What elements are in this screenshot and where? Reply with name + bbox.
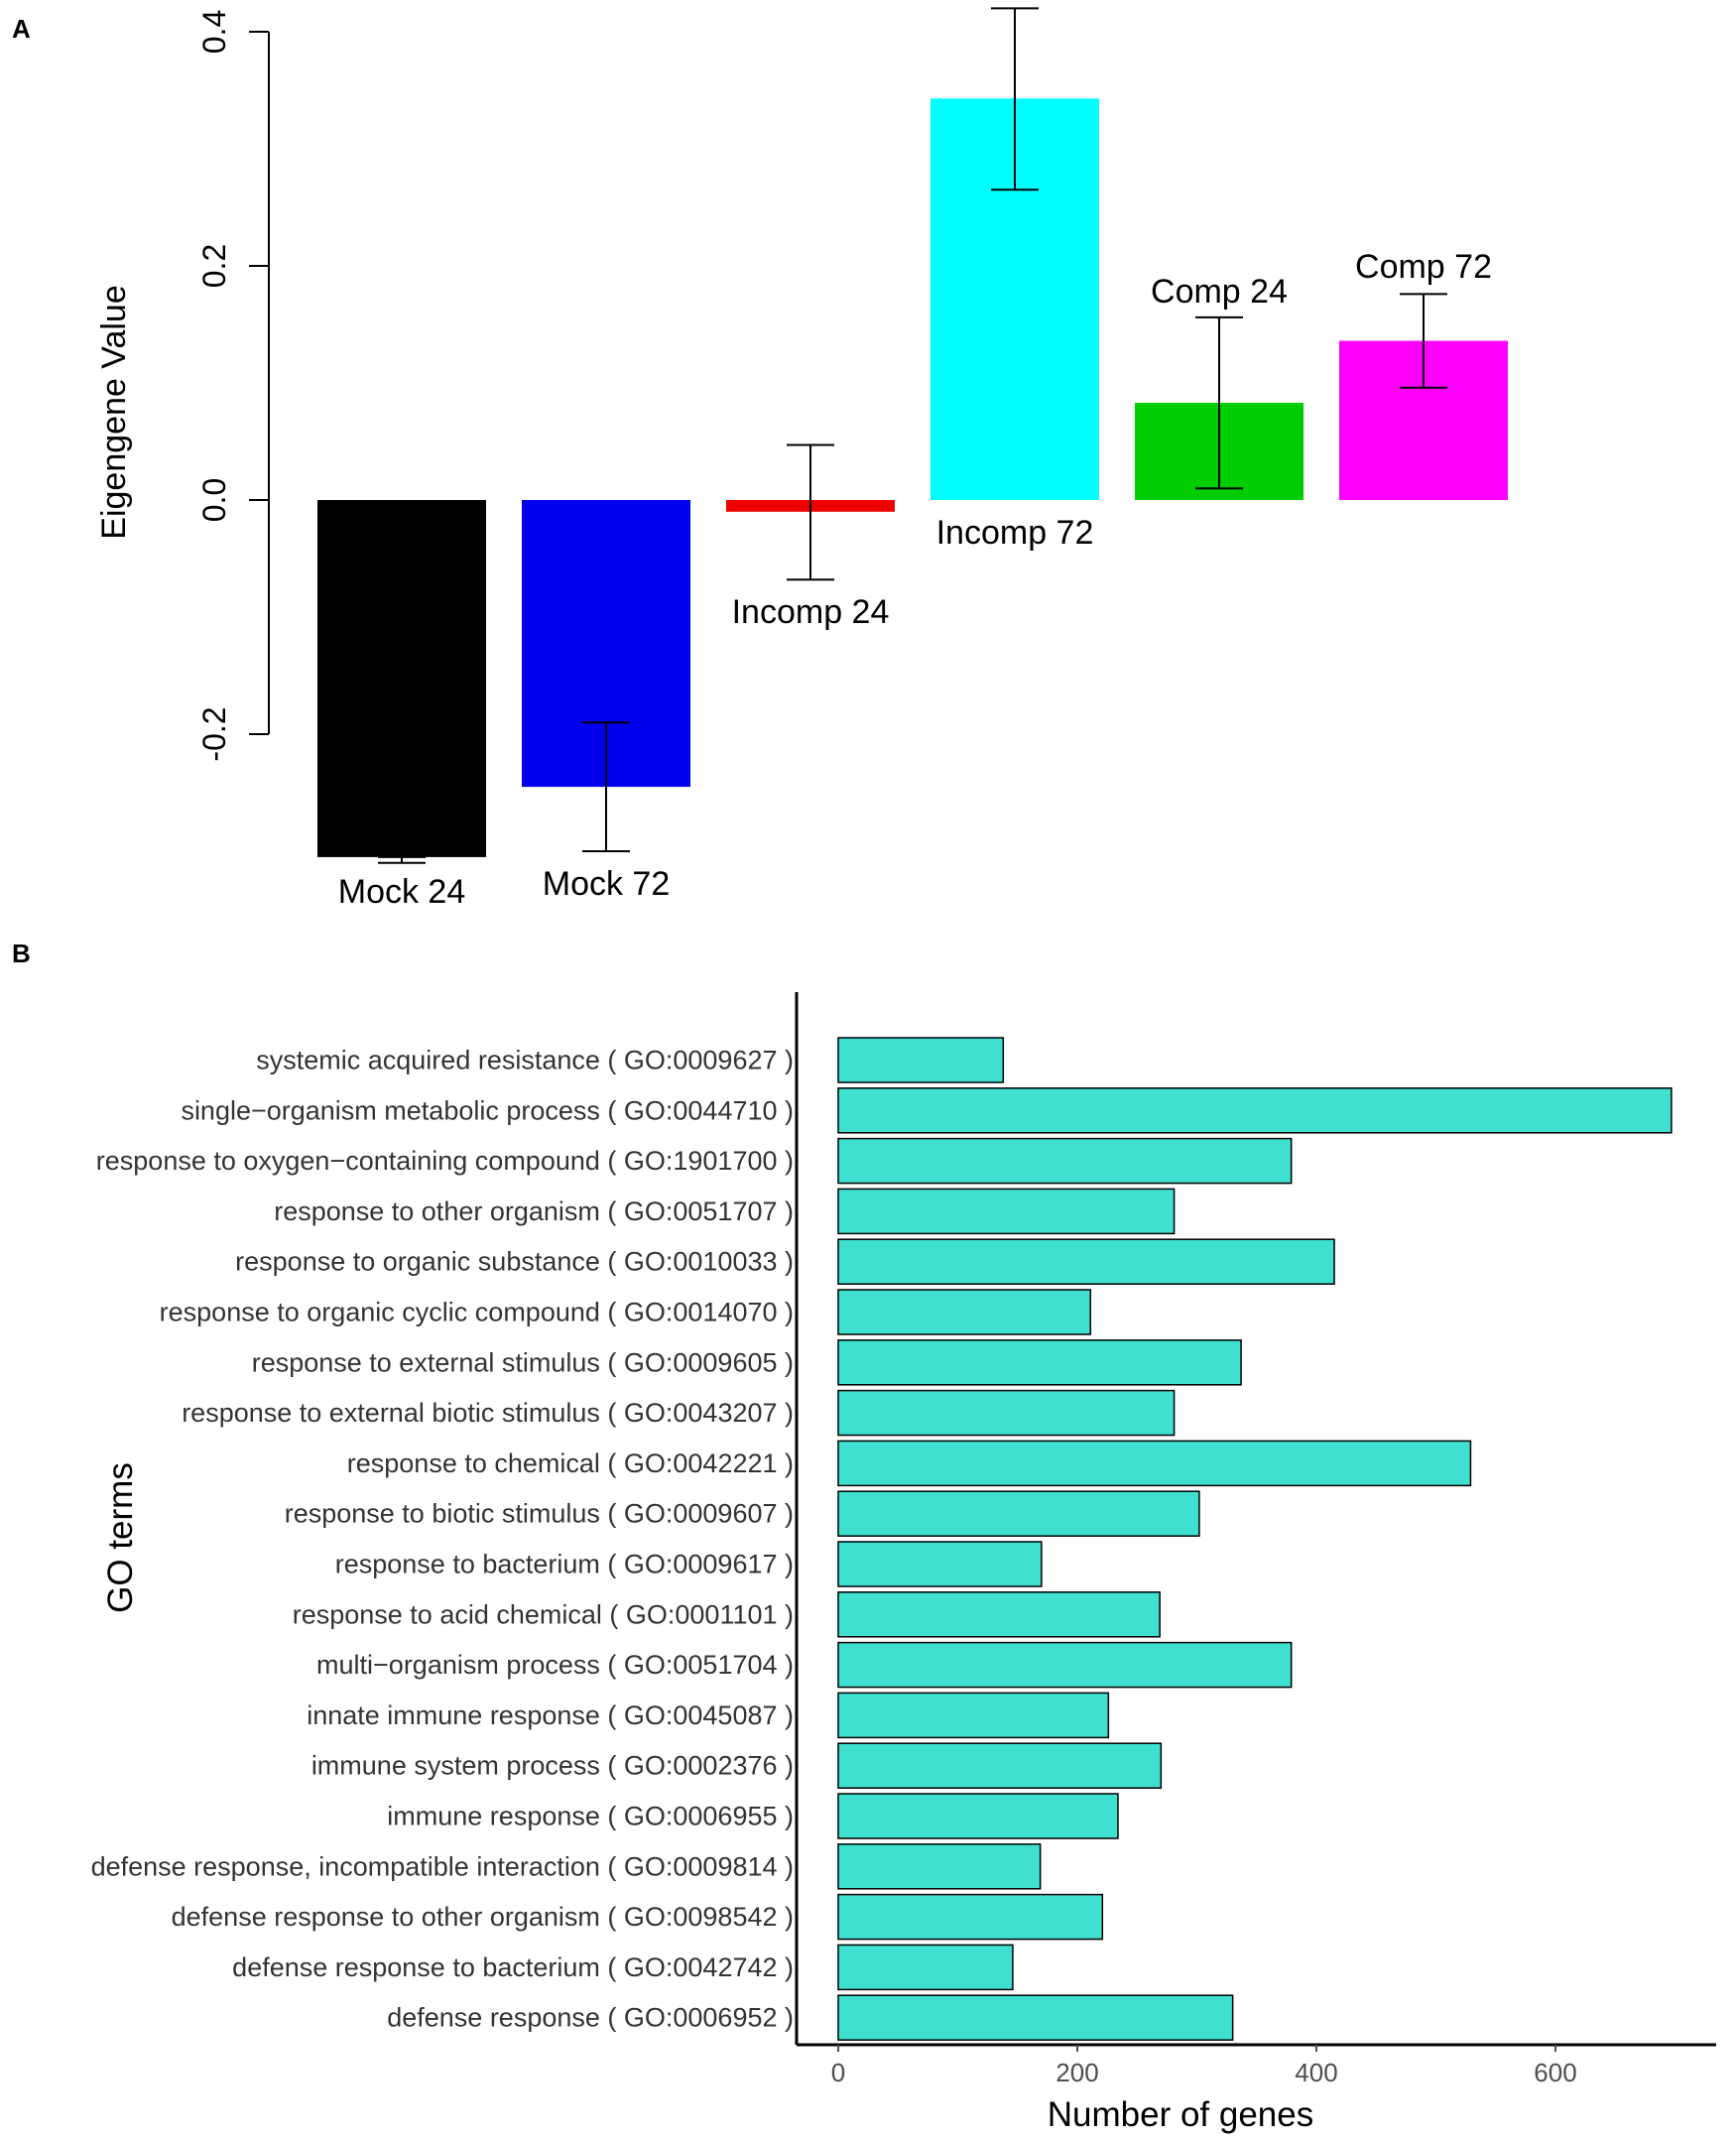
a-y-tick-label: 0.4 bbox=[196, 10, 232, 54]
a-error-bars bbox=[378, 7, 1447, 864]
b-category-label: response to acid chemical ( GO:0001101 ) bbox=[293, 1599, 794, 1629]
a-y-tick-label: -0.2 bbox=[196, 706, 232, 761]
a-bar-label: Comp 24 bbox=[1151, 273, 1288, 311]
b-category-label: single−organism metabolic process ( GO:0… bbox=[181, 1095, 794, 1125]
b-x-axis-title: Number of genes bbox=[1048, 2095, 1313, 2134]
b-bar bbox=[837, 1994, 1234, 2041]
b-x-tick-label: 400 bbox=[1295, 2058, 1337, 2087]
b-category-label: response to organic cyclic compound ( GO… bbox=[160, 1298, 794, 1327]
b-category-labels: systemic acquired resistance ( GO:000962… bbox=[91, 1046, 794, 2033]
b-bar bbox=[837, 1289, 1092, 1335]
b-x-tick-label: 600 bbox=[1534, 2058, 1576, 2087]
b-bars bbox=[837, 1037, 1673, 2041]
b-x-tick-label: 0 bbox=[831, 2058, 845, 2087]
b-category-label: defense response ( GO:0006952 ) bbox=[387, 2003, 794, 2033]
b-category-label: defense response to other organism ( GO:… bbox=[172, 1902, 794, 1932]
b-category-label: immune system process ( GO:0002376 ) bbox=[311, 1751, 794, 1781]
a-bar-label: Mock 24 bbox=[338, 873, 466, 911]
a-y-ticks: -0.2 0.0 0.2 0.4 bbox=[196, 10, 269, 762]
b-category-label: immune response ( GO:0006955 ) bbox=[387, 1802, 794, 1831]
b-bar bbox=[837, 1037, 1005, 1083]
b-bar bbox=[837, 1944, 1014, 1991]
a-bar-label: Comp 72 bbox=[1355, 248, 1492, 286]
b-bar bbox=[837, 1742, 1163, 1789]
b-category-label: response to external biotic stimulus ( G… bbox=[182, 1398, 794, 1428]
a-y-tick-label: 0.2 bbox=[196, 244, 232, 288]
b-category-label: systemic acquired resistance ( GO:000962… bbox=[256, 1046, 794, 1075]
b-y-axis-title: GO terms bbox=[101, 1462, 140, 1613]
b-bar bbox=[837, 1188, 1176, 1235]
b-bar bbox=[837, 1490, 1200, 1537]
a-bar-label: Incomp 24 bbox=[732, 593, 890, 631]
go-terms-bar-chart: systemic acquired resistance ( GO:000962… bbox=[91, 992, 1716, 2134]
b-bar bbox=[837, 1591, 1161, 1638]
b-bar bbox=[837, 1087, 1673, 1134]
panel-b-label: B bbox=[12, 939, 31, 968]
eigengene-bar-chart: -0.20.00.20.4 Eigengene Value Mock 24 Moc… bbox=[95, 7, 1508, 911]
b-category-label: response to organic substance ( GO:00100… bbox=[235, 1247, 794, 1277]
b-bar bbox=[837, 1843, 1042, 1890]
b-bar bbox=[837, 1692, 1110, 1739]
b-category-label: multi−organism process ( GO:0051704 ) bbox=[316, 1650, 794, 1680]
b-category-label: innate immune response ( GO:0045087 ) bbox=[307, 1700, 794, 1730]
a-y-axis-title: Eigengene Value bbox=[95, 285, 133, 539]
a-bar bbox=[317, 500, 486, 857]
b-bar bbox=[837, 1339, 1242, 1386]
b-bar bbox=[837, 1793, 1119, 1839]
b-category-label: defense response, incompatible interacti… bbox=[91, 1851, 794, 1881]
b-x-ticks: 0 200 400 600 bbox=[831, 2045, 1577, 2087]
b-bar bbox=[837, 1440, 1472, 1487]
b-bar bbox=[837, 1541, 1043, 1587]
b-x-tick-label: 200 bbox=[1055, 2058, 1098, 2087]
b-category-label: defense response to bacterium ( GO:00427… bbox=[232, 1952, 794, 1982]
a-y-tick-label: 0.0 bbox=[196, 478, 232, 522]
b-bar bbox=[837, 1641, 1293, 1689]
b-category-label: response to bacterium ( GO:0009617 ) bbox=[335, 1550, 794, 1579]
b-category-label: response to biotic stimulus ( GO:0009607… bbox=[285, 1499, 794, 1529]
b-category-label: response to external stimulus ( GO:00096… bbox=[252, 1347, 794, 1377]
b-bar bbox=[837, 1389, 1176, 1437]
a-bar-label: Mock 72 bbox=[543, 865, 671, 903]
b-category-label: response to other organism ( GO:0051707 … bbox=[274, 1196, 794, 1226]
a-bar-label: Incomp 72 bbox=[936, 514, 1094, 552]
b-bar bbox=[837, 1238, 1335, 1285]
b-category-label: response to oxygen−containing compound (… bbox=[96, 1146, 794, 1176]
a-bars bbox=[317, 98, 1508, 857]
panel-a-label: A bbox=[12, 14, 31, 44]
b-category-label: response to chemical ( GO:0042221 ) bbox=[347, 1448, 794, 1478]
b-bar bbox=[837, 1137, 1293, 1185]
a-bar-labels: Mock 24 Mock 72 Incomp 24 Incomp 72 Comp 24 C… bbox=[338, 248, 1492, 911]
b-bar bbox=[837, 1893, 1104, 1941]
